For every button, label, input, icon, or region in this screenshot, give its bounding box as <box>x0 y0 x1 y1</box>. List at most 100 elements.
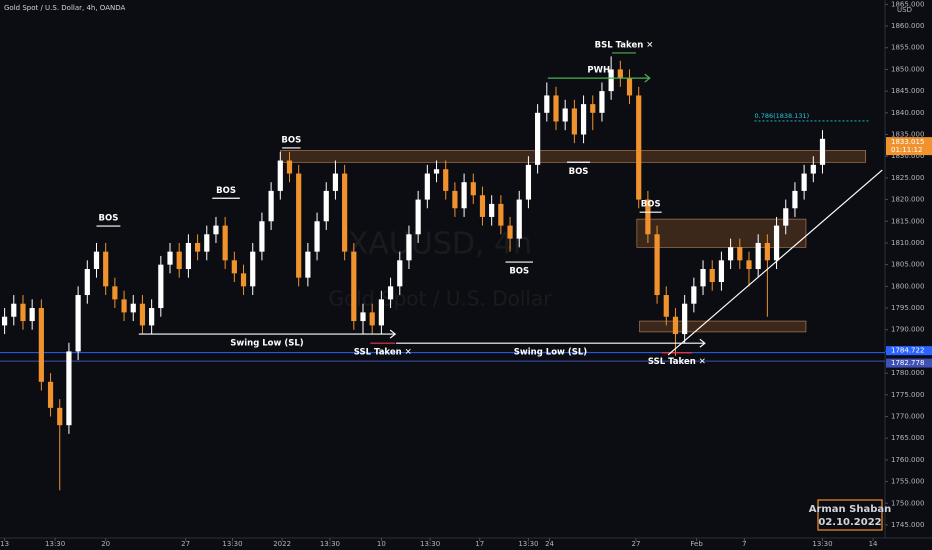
y-tick-label: 1755.000 <box>891 478 924 486</box>
candle-body <box>240 273 247 287</box>
watermark-subtitle: Gold Spot / U.S. Dollar <box>329 287 553 311</box>
signature-date: 02.10.2022 <box>818 517 881 528</box>
annotation-label: BOS <box>281 135 301 145</box>
candle-body <box>369 312 375 326</box>
candle-body <box>801 173 807 191</box>
candle-body <box>424 173 430 200</box>
candle-body <box>516 199 522 239</box>
candle-body <box>139 303 146 326</box>
candle-body <box>415 199 421 235</box>
candle-body <box>700 269 706 287</box>
candle-body <box>103 251 109 287</box>
y-tick-label: 1830.000 <box>891 152 924 160</box>
y-tick-label: 1780.000 <box>891 369 924 377</box>
candle-body <box>737 247 743 261</box>
candle-body <box>792 190 798 209</box>
candle-body <box>773 225 780 261</box>
candle-body <box>259 221 265 252</box>
candle-body <box>296 173 302 278</box>
y-tick-label: 1760.000 <box>891 456 924 464</box>
x-tick-label: 13:30 <box>222 540 242 548</box>
x-tick-label: 13:30 <box>420 540 440 548</box>
candle-body <box>709 269 715 283</box>
annotation-label: BOS <box>641 200 661 210</box>
candle-body <box>351 251 357 322</box>
zone <box>279 150 867 163</box>
y-tick-label: 1855.000 <box>891 44 924 52</box>
candle-body <box>360 312 366 322</box>
candle-body <box>194 242 201 252</box>
candle-body <box>93 251 100 269</box>
candle-body <box>571 108 577 135</box>
candle-body <box>810 164 816 174</box>
candle-body <box>672 316 679 335</box>
x-tick-label: Feb <box>690 540 703 548</box>
candle-body <box>406 234 412 261</box>
annotation-arrow <box>699 338 706 348</box>
y-tick-label: 1825.000 <box>891 174 924 182</box>
zone <box>639 320 807 333</box>
level-label: 1782.778 <box>891 359 924 367</box>
x-tick-label: 27 <box>631 540 640 548</box>
candle-body <box>57 407 63 426</box>
candle-body <box>176 251 182 269</box>
signature-box <box>817 499 883 531</box>
candle-body <box>213 225 219 235</box>
signature: Arman Shaban 02.10.2022 <box>809 499 891 531</box>
level-label-box <box>886 346 932 356</box>
annotation-label: PWH <box>587 66 610 76</box>
candle-body <box>66 351 72 426</box>
annotation-label: BOS <box>509 267 529 277</box>
candle-body <box>112 286 118 300</box>
candle-body <box>599 91 605 113</box>
candle-body <box>682 303 688 335</box>
candle-body <box>525 164 532 200</box>
annotation-label: BOS <box>569 167 589 177</box>
candle-body <box>452 190 458 209</box>
x-tick-label: 13:30 <box>518 540 538 548</box>
candle-body <box>645 199 651 235</box>
x-tick-label: 13 <box>0 540 9 548</box>
candle-body <box>342 173 348 252</box>
candle-body <box>231 260 237 274</box>
candle-body <box>38 308 44 382</box>
y-tick-label: 1745.000 <box>891 521 924 529</box>
candle-body <box>507 225 513 239</box>
candle-body <box>489 203 495 217</box>
trendline <box>667 169 883 356</box>
candle-body <box>553 95 559 122</box>
candle-body <box>185 242 191 269</box>
x-tick-label: 17 <box>475 540 484 548</box>
candle-body <box>84 269 90 296</box>
annotation-label: Swing Low (SL) <box>514 348 587 358</box>
candle-body <box>626 78 633 96</box>
annotation-arrow <box>644 73 651 83</box>
y-tick-label: 1850.000 <box>891 65 924 73</box>
x-tick-label: 13:30 <box>320 540 340 548</box>
x-tick-label: 10 <box>377 540 386 548</box>
annotation-label: BSL Taken ✕ <box>595 40 654 50</box>
y-tick-label: 1765.000 <box>891 434 924 442</box>
candle-body <box>764 242 770 261</box>
candle-body <box>433 169 440 174</box>
watermark: XAUUSD, 4h <box>348 227 532 262</box>
candle-body <box>479 195 486 217</box>
candle-body <box>11 303 17 317</box>
x-tick-label: 27 <box>181 540 190 548</box>
candle-body <box>535 112 541 165</box>
candle-body <box>783 208 789 226</box>
chart-title: Gold Spot / U.S. Dollar, 4h, OANDA <box>4 4 125 12</box>
candle-body <box>1 316 8 326</box>
y-tick-label: 1795.000 <box>891 304 924 312</box>
candle-body <box>47 381 54 408</box>
candle-body <box>562 108 568 122</box>
candle-body <box>277 160 283 191</box>
candle-body <box>755 242 761 269</box>
candle-body <box>167 251 173 265</box>
level-label: 1784.722 <box>891 347 924 355</box>
x-tick-label: 2022 <box>273 540 291 548</box>
annotation-label: SSL Taken ✕ <box>354 348 412 358</box>
candle-body <box>121 299 127 313</box>
